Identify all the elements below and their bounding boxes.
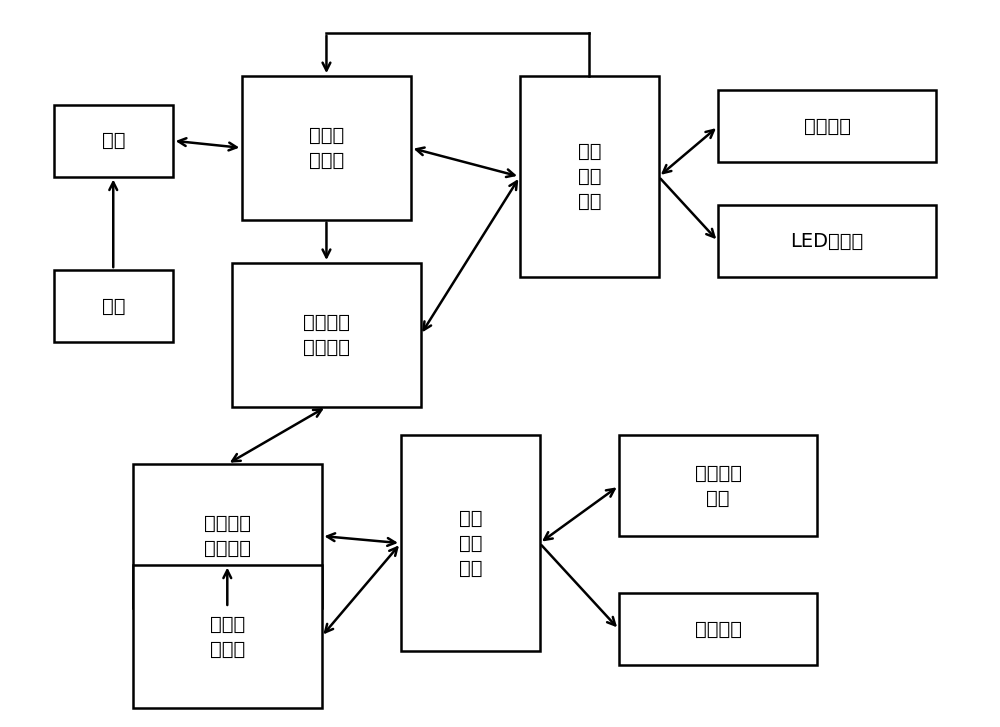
Text: 测量计
算单元: 测量计 算单元: [309, 126, 344, 170]
Bar: [401, 435, 540, 651]
Bar: [54, 270, 173, 342]
Text: 跳绳: 跳绳: [102, 297, 125, 316]
Text: 手柄: 手柄: [102, 131, 125, 150]
Bar: [232, 263, 421, 406]
Bar: [619, 593, 817, 665]
Bar: [133, 464, 322, 608]
Bar: [54, 105, 173, 177]
Bar: [619, 435, 817, 536]
Bar: [242, 76, 411, 220]
Text: 数据存
储单元: 数据存 储单元: [210, 614, 245, 659]
Text: 显示单元: 显示单元: [695, 620, 742, 639]
Bar: [133, 565, 322, 708]
Bar: [718, 90, 936, 162]
Text: 中央
处理
单元: 中央 处理 单元: [578, 142, 601, 211]
Text: 控制开关: 控制开关: [804, 117, 851, 136]
Text: 数据
处理
单元: 数据 处理 单元: [459, 509, 482, 578]
Text: 用户交互
单元: 用户交互 单元: [695, 464, 742, 507]
Text: 第一蓝牙
传输单元: 第一蓝牙 传输单元: [303, 313, 350, 357]
Bar: [718, 206, 936, 277]
Bar: [520, 76, 659, 277]
Text: LED信号灯: LED信号灯: [791, 232, 864, 251]
Text: 第二蓝牙
传输单元: 第二蓝牙 传输单元: [204, 514, 251, 558]
